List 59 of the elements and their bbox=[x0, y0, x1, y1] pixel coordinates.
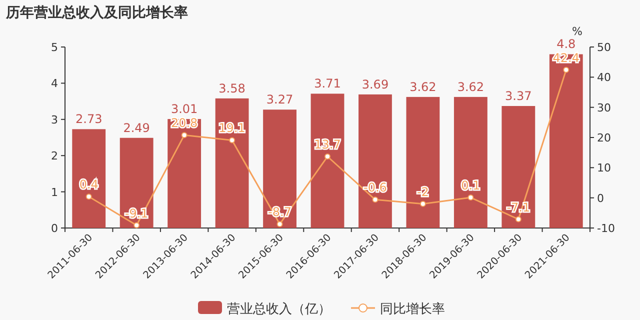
y-tick-label: 5 bbox=[51, 41, 58, 54]
data-label: 2.49 bbox=[123, 120, 150, 135]
data-label: 20.8 bbox=[170, 116, 198, 130]
data-label: 3.71 bbox=[314, 76, 341, 91]
y2-tick-label: 0 bbox=[597, 192, 604, 205]
data-label: 3.62 bbox=[410, 80, 436, 94]
data-label: 3.01 bbox=[170, 102, 198, 116]
bar bbox=[263, 110, 296, 228]
y2-tick-label: 50 bbox=[597, 41, 611, 54]
data-label: -2 bbox=[416, 184, 429, 199]
data-label: 2.73 bbox=[76, 112, 102, 126]
data-label: -8.7 bbox=[268, 205, 292, 220]
data-label: 3.62 bbox=[457, 80, 484, 94]
data-label: 0.1 bbox=[461, 178, 480, 193]
y-tick-label: 2 bbox=[51, 150, 58, 163]
data-label: 0.4 bbox=[79, 178, 98, 192]
point bbox=[181, 132, 188, 138]
point bbox=[420, 200, 426, 207]
bar bbox=[358, 94, 392, 228]
legend-label: 营业总收入（亿） bbox=[227, 302, 331, 317]
bar bbox=[502, 106, 536, 228]
point bbox=[324, 154, 330, 160]
data-label: 3.37 bbox=[505, 89, 532, 104]
bar bbox=[168, 119, 202, 228]
data-label: 3.58 bbox=[218, 81, 246, 96]
y2-tick-label: 20 bbox=[597, 132, 611, 144]
bar bbox=[310, 94, 344, 228]
point bbox=[276, 221, 283, 228]
y-tick-label: 3 bbox=[51, 113, 58, 126]
legend-label: 同比增长率 bbox=[380, 301, 445, 317]
y2-tick-label: 30 bbox=[597, 101, 611, 114]
bar bbox=[120, 138, 154, 228]
data-label: 13.7 bbox=[314, 138, 341, 152]
point bbox=[563, 66, 570, 73]
chart-title: 历年营业总收入及同比增长率 bbox=[5, 4, 188, 21]
data-label: 3.27 bbox=[266, 92, 294, 107]
y2-tick-label: 10 bbox=[597, 162, 611, 175]
data-label: 42.4 bbox=[552, 50, 580, 65]
data-label: 4.8 bbox=[556, 37, 576, 52]
y-tick-label: 0 bbox=[51, 222, 58, 235]
y2-tick-label: 40 bbox=[597, 71, 611, 84]
data-label: -0.6 bbox=[364, 180, 387, 195]
point bbox=[515, 216, 522, 222]
point bbox=[86, 194, 92, 200]
y-tick-label: 4 bbox=[51, 77, 58, 90]
y2-tick-label: -10 bbox=[597, 222, 615, 235]
bar bbox=[215, 98, 249, 228]
point bbox=[134, 222, 140, 228]
point bbox=[229, 137, 236, 144]
y-tick-label: 1 bbox=[51, 186, 58, 199]
y2-axis-title: % bbox=[572, 25, 582, 38]
bar bbox=[406, 96, 440, 228]
bar bbox=[72, 129, 106, 228]
bar bbox=[549, 54, 583, 228]
point bbox=[468, 194, 474, 201]
data-label: 19.1 bbox=[218, 121, 246, 136]
point bbox=[372, 196, 378, 203]
bar bbox=[454, 96, 488, 228]
data-label: 3.69 bbox=[362, 77, 389, 92]
